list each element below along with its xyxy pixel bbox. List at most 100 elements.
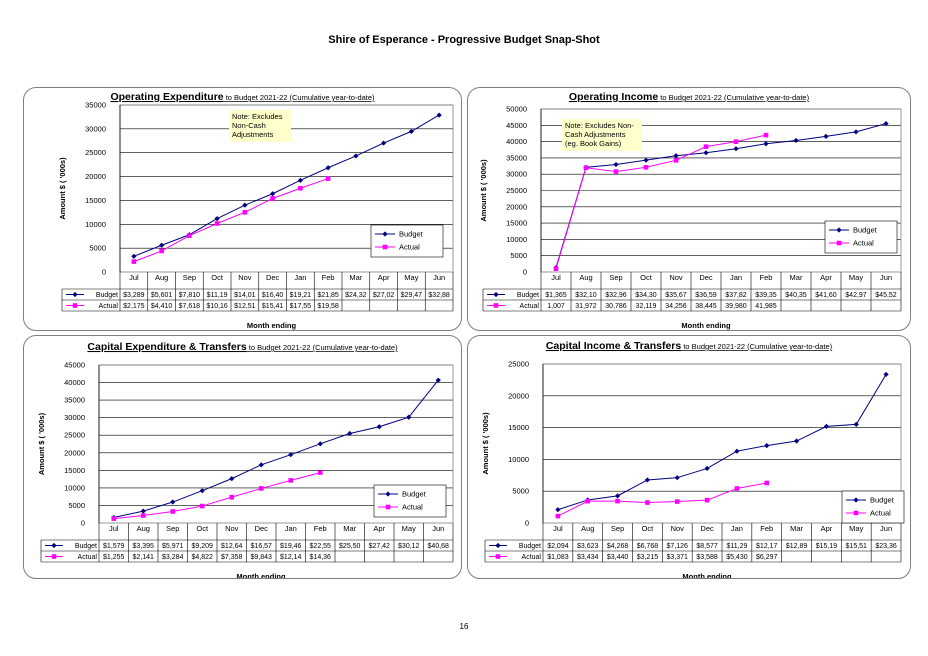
table-cell: $1,083 (547, 554, 569, 561)
y-tick-label: 0 (81, 519, 85, 528)
data-point-actual (140, 513, 146, 518)
month-label: May (849, 273, 863, 282)
y-tick-label: 10000 (85, 220, 106, 229)
month-label: Sep (166, 524, 179, 533)
y-tick-label: 35000 (506, 153, 527, 162)
table-cell: $9,843 (251, 554, 273, 561)
table-cell: $34,30 (635, 292, 657, 299)
table-cell: $9,209 (192, 543, 214, 550)
table-cell: $3,623 (577, 543, 599, 550)
operating-income-chart: Operating Income to Budget 2021-22 (Cumu… (467, 87, 911, 331)
month-label: Mar (790, 273, 803, 282)
capital-income-chart: Capital Income & Transfers to Budget 202… (467, 335, 911, 579)
note-text: Adjustments (232, 130, 274, 139)
data-point-actual (111, 516, 117, 521)
table-row-label: Budget (517, 292, 539, 299)
data-point-actual (555, 513, 561, 519)
y-tick-label: 25000 (506, 186, 527, 195)
table-marker-actual (51, 554, 57, 559)
table-cell: $35,67 (665, 292, 687, 299)
table-cell: $2,141 (133, 554, 155, 561)
y-tick-label: 30000 (85, 124, 106, 133)
data-point-budget (613, 161, 619, 168)
table-marker-budget (72, 291, 78, 298)
table-cell: $37,82 (725, 292, 747, 299)
month-label: Jul (109, 524, 119, 533)
table-cell: $11,29 (726, 543, 747, 550)
month-label: Nov (669, 273, 683, 282)
legend-marker-actual (836, 240, 842, 246)
table-cell: $6,297 (756, 554, 778, 561)
data-point-actual (131, 259, 137, 264)
legend-marker-actual (853, 510, 859, 516)
table-cell: $5,601 (151, 292, 173, 299)
y-tick-label: 25000 (64, 431, 85, 440)
data-point-budget (140, 508, 146, 514)
month-label: Nov (238, 273, 252, 282)
data-point-actual (703, 144, 709, 149)
month-label: Oct (196, 524, 209, 533)
legend-marker-budget (385, 491, 391, 497)
data-point-budget (131, 253, 137, 259)
y-axis-label: Amount $ ( '000s) (481, 412, 490, 475)
month-label: Apr (378, 273, 390, 282)
table-cell: $32,96 (605, 292, 627, 299)
y-tick-label: 25000 (508, 360, 529, 369)
note-text: Note: Excludes (232, 112, 283, 121)
table-cell: $45,52 (875, 292, 897, 299)
capital-income-svg: Capital Income & Transfers to Budget 202… (481, 340, 905, 578)
legend-marker-budget (853, 497, 859, 503)
chart-title: Operating Expenditure to Budget 2021-22 … (110, 91, 375, 103)
month-label: Nov (225, 524, 239, 533)
table-cell: $39,35 (755, 292, 777, 299)
data-point-actual (585, 498, 591, 504)
legend-label: Actual (402, 503, 423, 512)
y-tick-label: 35000 (64, 396, 85, 405)
table-cell: $7,618 (179, 303, 201, 310)
table-cell: 39,980 (725, 303, 747, 310)
data-point-actual (673, 158, 679, 163)
table-cell: $3,289 (123, 292, 145, 299)
y-tick-label: 10000 (506, 235, 527, 244)
legend-box (370, 224, 444, 258)
data-point-budget (823, 133, 829, 139)
page-number: 16 (459, 622, 469, 631)
legend-label: Budget (402, 490, 427, 499)
series-line-actual (133, 178, 329, 263)
data-point-budget (297, 177, 303, 183)
table-cell: $16,40 (262, 292, 284, 299)
data-point-budget (823, 423, 830, 429)
data-point-budget (325, 165, 331, 171)
table-cell: $30,12 (398, 543, 420, 550)
series-line-budget (133, 114, 440, 257)
table-cell: $21,85 (317, 292, 339, 299)
month-label: Apr (821, 524, 833, 533)
table-cell: $3,395 (133, 543, 155, 550)
data-point-budget (674, 475, 680, 481)
chart-title-sub: to Budget 2021-22 (Cumulative year-to-da… (658, 93, 809, 102)
data-point-actual (170, 509, 176, 514)
x-axis-label: Month ending (681, 321, 731, 330)
data-point-actual (613, 169, 619, 174)
series-line-actual (113, 472, 321, 520)
capital-expenditure-svg: Capital Expenditure & Transfers to Budge… (37, 341, 454, 578)
data-point-budget (764, 442, 770, 449)
month-label: Mar (349, 273, 362, 282)
table-cell: $12,89 (786, 543, 808, 550)
table-cell: $8,577 (696, 543, 718, 550)
legend-label: Budget (399, 230, 424, 239)
data-point-budget (229, 476, 235, 482)
legend-label: Budget (853, 226, 878, 235)
table-cell: $16,57 (251, 543, 273, 550)
table-cell: $1,255 (103, 554, 125, 561)
y-tick-label: 10000 (508, 455, 529, 464)
data-point-budget (555, 507, 561, 513)
chart-title-main: Capital Expenditure & Transfers (87, 341, 246, 353)
data-point-budget (214, 216, 220, 222)
y-tick-label: 20000 (85, 172, 106, 181)
table-cell: $32,10 (575, 292, 597, 299)
table-marker-budget (51, 542, 57, 549)
y-tick-label: 50000 (506, 105, 527, 114)
month-label: Jan (731, 524, 743, 533)
table-cell: $12,51 (234, 303, 256, 310)
